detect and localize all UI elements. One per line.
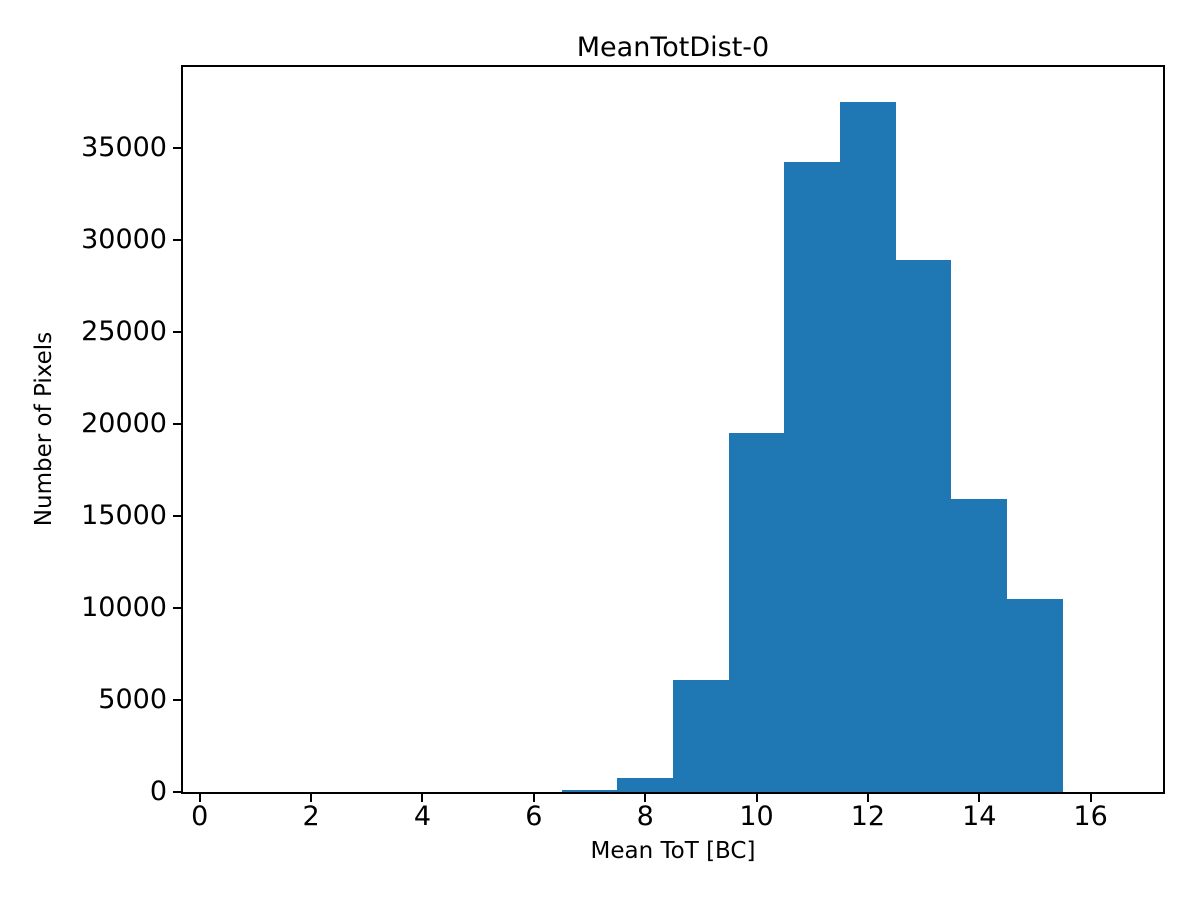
x-axis-tick-label: 2 (302, 801, 320, 832)
x-axis-tick (644, 792, 647, 802)
y-axis-tick-label: 20000 (81, 407, 167, 439)
x-axis-tick-label: 12 (850, 801, 886, 832)
x-axis-tick-label: 16 (1073, 801, 1108, 832)
x-axis-tick (755, 792, 758, 802)
y-axis-tick-label: 5000 (98, 683, 167, 715)
x-axis-tick (198, 792, 201, 802)
x-axis-tick-label: 0 (191, 801, 209, 832)
histogram-bar (951, 499, 1008, 792)
y-axis-tick (173, 422, 183, 425)
y-axis-tick-label: 0 (149, 776, 167, 807)
y-axis-tick-label: 15000 (81, 499, 167, 531)
y-axis-tick-label: 30000 (81, 223, 167, 255)
y-axis-tick (173, 606, 183, 609)
x-axis-tick (1089, 792, 1092, 802)
x-axis-tick-label: 14 (962, 801, 997, 832)
plot-area: 0 2 4 6 8 10 12 14 16 0 5000 10000 15000 20000 25000 30… (81, 65, 1165, 832)
histogram-bar (728, 432, 785, 792)
x-axis-tick-label: 6 (525, 801, 543, 832)
x-axis-label: Mean ToT [BC] (590, 838, 756, 864)
x-axis-tick (532, 792, 535, 802)
x-axis-tick-label: 4 (413, 801, 432, 832)
y-axis-label: Number of Pixels (31, 331, 57, 527)
y-axis-tick (173, 791, 183, 793)
y-axis-tick (173, 146, 183, 149)
y-axis-tick-label: 10000 (81, 591, 167, 623)
histogram-bar (617, 778, 673, 792)
histogram-bar (784, 162, 841, 792)
y-axis-tick-label: 25000 (81, 315, 167, 347)
x-axis-tick (866, 792, 869, 802)
y-axis-tick (173, 330, 183, 333)
y-axis-tick (173, 238, 183, 241)
x-axis-tick-label: 10 (739, 801, 774, 832)
histogram-bar (1007, 598, 1063, 792)
histogram-bar (895, 259, 952, 792)
histogram-bar (673, 679, 729, 792)
chart-title: MeanTotDist-0 (576, 32, 770, 63)
x-axis-tick (310, 792, 313, 802)
x-axis-tick (978, 792, 981, 802)
x-axis-tick (421, 792, 424, 802)
histogram-bar (840, 101, 896, 792)
histogram-bar (561, 790, 618, 792)
y-axis-tick (173, 514, 183, 517)
y-axis-tick-label: 35000 (81, 131, 167, 163)
y-axis-tick (173, 698, 183, 701)
x-axis-tick-label: 8 (636, 801, 654, 832)
